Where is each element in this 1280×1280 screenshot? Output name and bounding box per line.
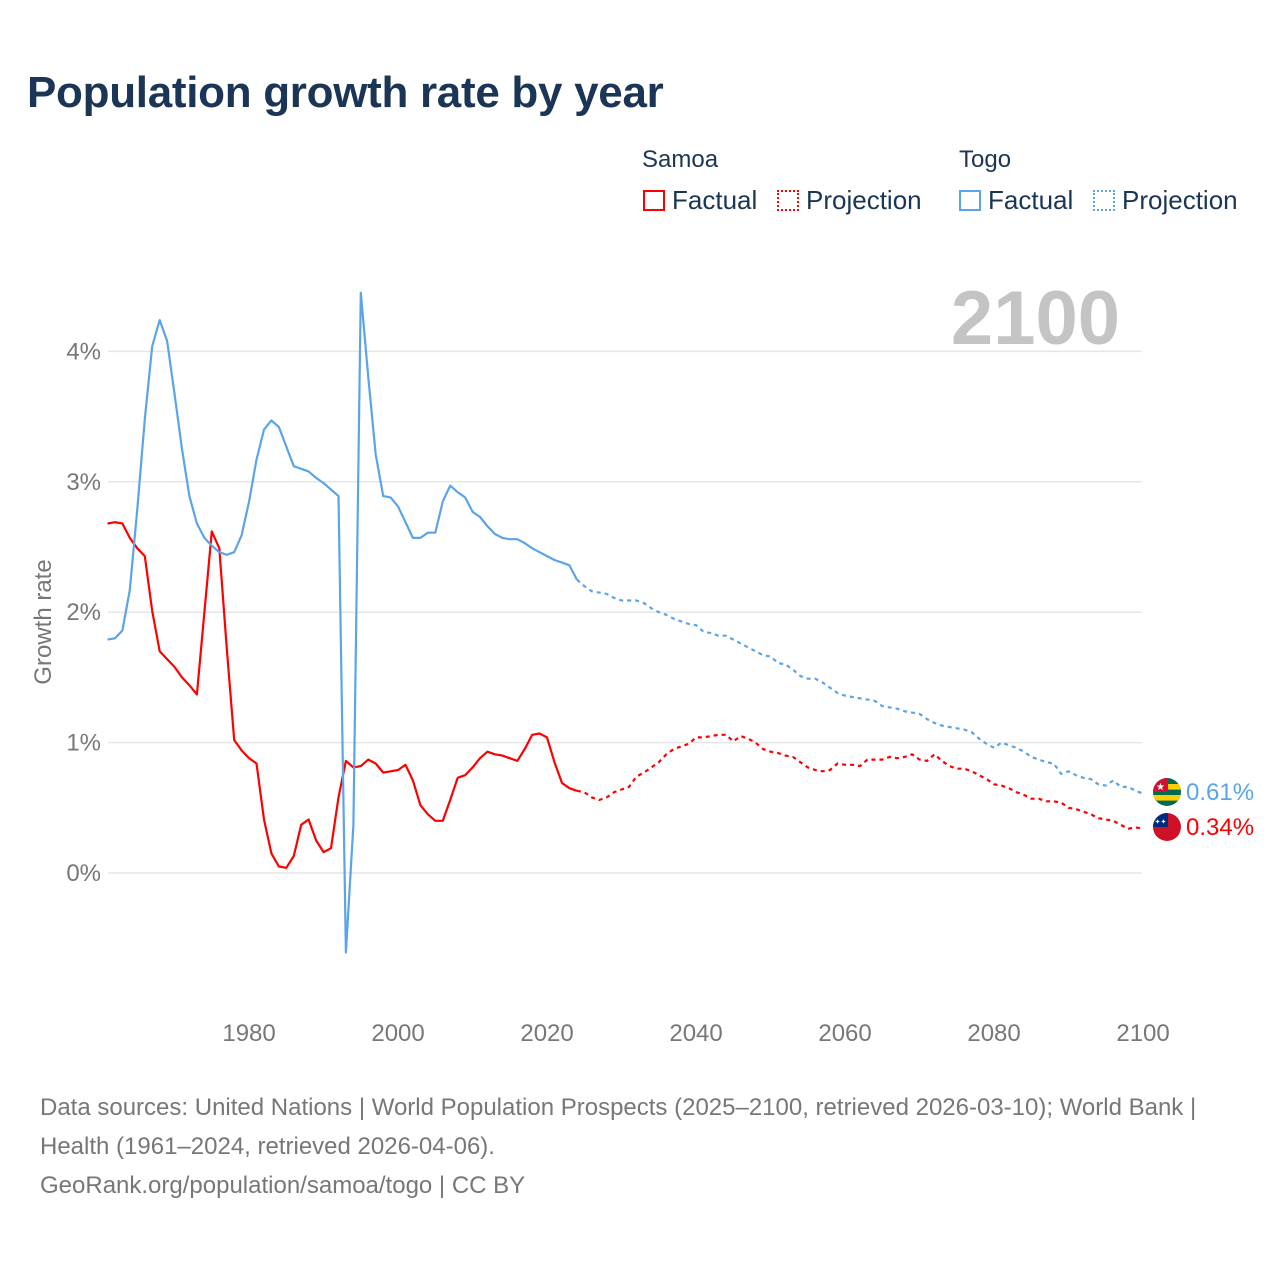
dotted-line-swatch-icon [777, 190, 799, 211]
legend-label: Factual [988, 185, 1074, 215]
y-tick-label: 4% [66, 338, 101, 365]
x-tick-label: 1980 [222, 1020, 275, 1047]
y-axis-label: Growth rate [30, 559, 57, 684]
legend-togo-label: Togo [959, 146, 1012, 173]
y-tick-label: 0% [66, 860, 101, 887]
data-sources: Data sources: United Nations | World Pop… [40, 1094, 1197, 1160]
togo-end-value: 0.61% [1186, 779, 1254, 806]
y-tick-label: 1% [66, 730, 101, 757]
x-tick-label: 2020 [520, 1020, 573, 1047]
samoa-flag-icon: ✦✦ [1153, 813, 1181, 841]
togo-factual-line [107, 291, 578, 954]
legend-label: Projection [806, 185, 922, 215]
y-tick-label: 2% [66, 599, 101, 626]
dotted-line-swatch-icon [1093, 190, 1115, 211]
x-tick-label: 2040 [669, 1020, 722, 1047]
year-watermark: 2100 [951, 276, 1120, 361]
x-tick-label: 2080 [967, 1020, 1020, 1047]
attribution-link[interactable]: GeoRank.org/population/samoa/togo | CC B… [40, 1172, 526, 1199]
x-tick-label: 2100 [1116, 1020, 1169, 1047]
samoa-end-value: 0.34% [1186, 814, 1254, 841]
svg-text:★: ★ [1156, 782, 1165, 793]
legend-samoa-projection[interactable]: Projection [777, 185, 922, 216]
legend-togo-factual[interactable]: Factual [959, 185, 1073, 216]
svg-text:✦✦: ✦✦ [1155, 818, 1167, 826]
legend-samoa-factual[interactable]: Factual [643, 185, 757, 216]
solid-line-swatch-icon [959, 190, 981, 211]
solid-line-swatch-icon [643, 190, 665, 211]
x-tick-label: 2060 [818, 1020, 871, 1047]
y-tick-label: 3% [66, 469, 101, 496]
legend-togo-projection[interactable]: Projection [1093, 185, 1238, 216]
x-tick-label: 2000 [371, 1020, 424, 1047]
samoa-projection-line [576, 733, 1144, 830]
footer: Data sources: United Nations | World Pop… [40, 1088, 1240, 1205]
legend-samoa-label: Samoa [642, 146, 719, 173]
togo-flag-icon: ★ [1153, 778, 1181, 806]
legend-label: Factual [672, 185, 758, 215]
togo-projection-line [576, 578, 1144, 795]
legend-label: Projection [1122, 185, 1238, 215]
page-title: Population growth rate by year [27, 68, 664, 117]
